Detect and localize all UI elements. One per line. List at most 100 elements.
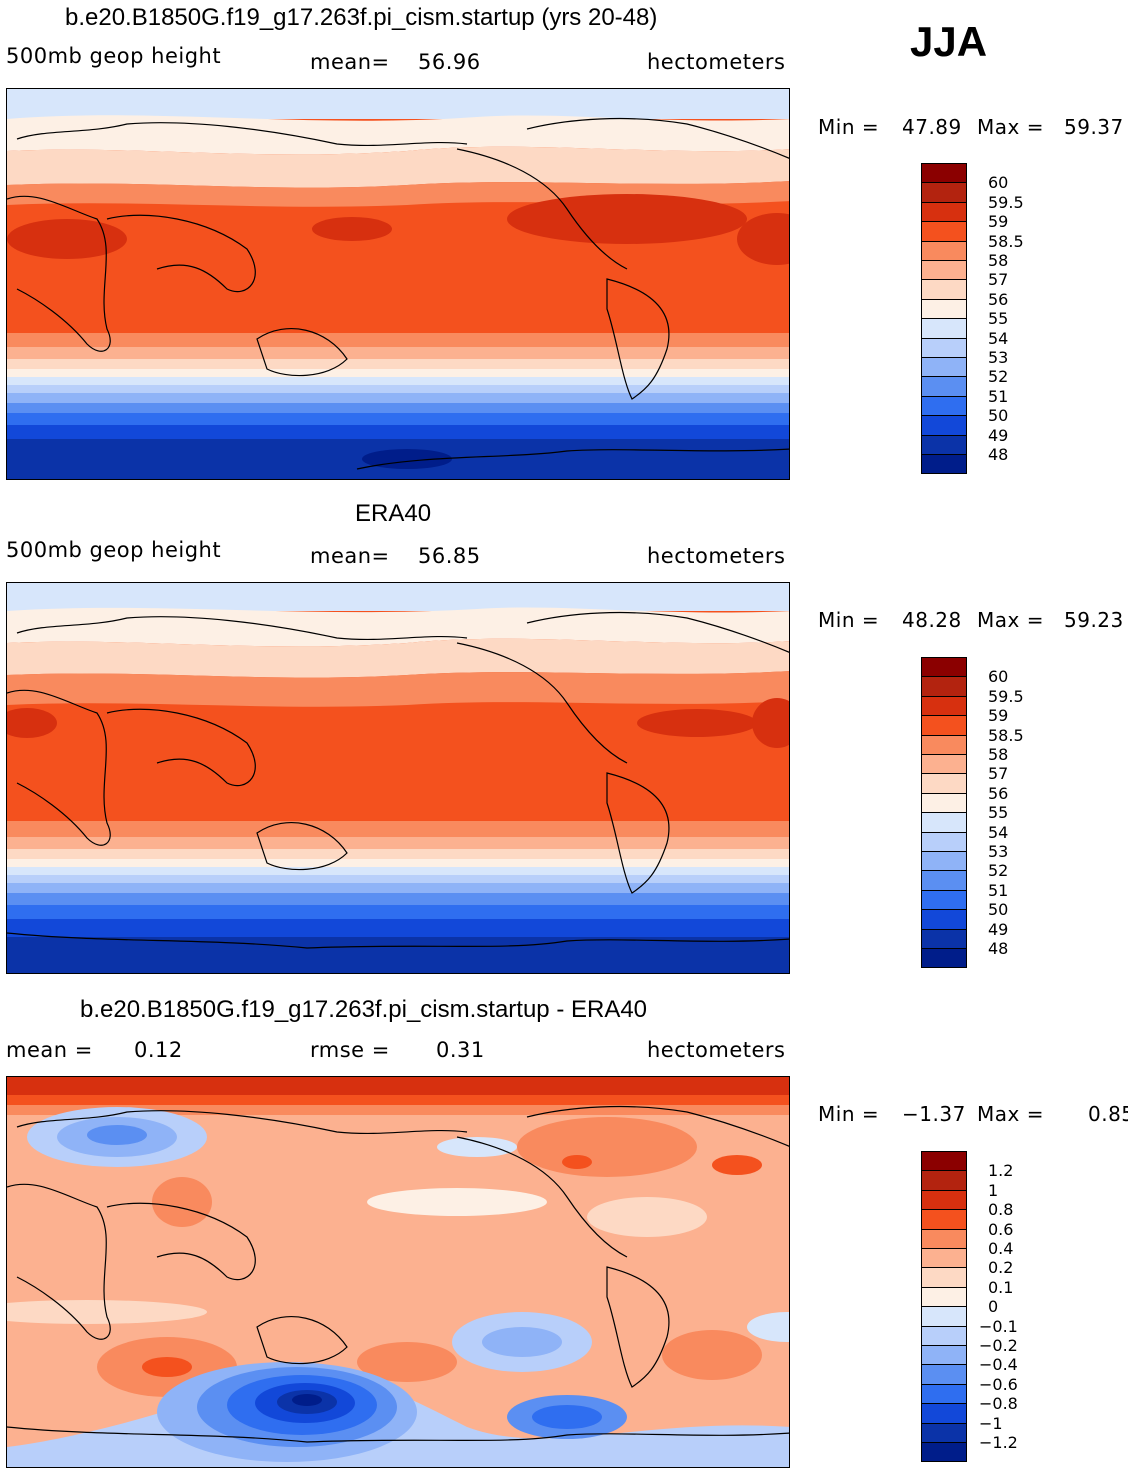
colorbar-box bbox=[921, 357, 967, 377]
colorbar-label: 58.5 bbox=[988, 231, 1024, 251]
colorbar-label: 55 bbox=[988, 803, 1009, 823]
colorbar-label: 55 bbox=[988, 309, 1009, 329]
colorbar-label: 54 bbox=[988, 822, 1009, 842]
colorbar-box bbox=[921, 1383, 967, 1404]
colorbar-box bbox=[921, 1209, 967, 1229]
colorbar-label: 57 bbox=[988, 764, 1009, 784]
colorbar-box bbox=[921, 657, 967, 677]
colorbar-label: −0.8 bbox=[979, 1394, 1018, 1414]
colorbar-box bbox=[921, 1151, 967, 1171]
colorbar-box bbox=[921, 928, 967, 948]
colorbar-box bbox=[921, 734, 967, 754]
panel-diff-title: b.e20.B1850G.f19_g17.263f.pi_cism.startu… bbox=[80, 996, 648, 1023]
colorbar-box bbox=[921, 395, 967, 416]
colorbar-label: −0.4 bbox=[979, 1355, 1018, 1375]
panel-obs-variable: 500mb geop height bbox=[6, 538, 222, 562]
panel-model-title: b.e20.B1850G.f19_g17.263f.pi_cism.startu… bbox=[65, 4, 658, 31]
panel-model-units: hectometers bbox=[647, 50, 786, 74]
panel-model-mean-value: 56.96 bbox=[418, 50, 481, 74]
colorbar-box bbox=[921, 1248, 967, 1268]
panel-diff-mean-label: mean = bbox=[6, 1038, 93, 1062]
colorbar-label: −1.2 bbox=[979, 1433, 1018, 1452]
colorbar-box bbox=[921, 948, 967, 969]
colorbar-label: 48 bbox=[988, 445, 1009, 464]
colorbar-label: 60 bbox=[988, 173, 1009, 193]
colorbar-box bbox=[921, 163, 967, 183]
colorbar-box bbox=[921, 201, 967, 222]
colorbar-box bbox=[921, 298, 967, 319]
colorbar-box bbox=[921, 1286, 967, 1307]
panel-diff-map bbox=[6, 1076, 790, 1468]
colorbar-label: 51 bbox=[988, 880, 1009, 900]
colorbar-box bbox=[921, 221, 967, 241]
colorbar-box bbox=[921, 279, 967, 299]
colorbar-label: 56 bbox=[988, 289, 1009, 309]
colorbar-box bbox=[921, 240, 967, 260]
panel-model-variable: 500mb geop height bbox=[6, 44, 222, 68]
colorbar-box bbox=[921, 1325, 967, 1345]
colorbar-box bbox=[921, 1189, 967, 1210]
colorbar-box bbox=[921, 909, 967, 929]
panel-model-mean-label: mean= bbox=[310, 50, 390, 74]
colorbar-label: −0.1 bbox=[979, 1316, 1018, 1336]
colorbar-box bbox=[921, 851, 967, 871]
colorbar-box bbox=[921, 1228, 967, 1248]
colorbar-box bbox=[921, 792, 967, 813]
colorbar-box bbox=[921, 870, 967, 890]
colorbar-box bbox=[921, 415, 967, 435]
colorbar-box bbox=[921, 889, 967, 910]
colorbar-label: 49 bbox=[988, 919, 1009, 939]
colorbar-box bbox=[921, 1267, 967, 1287]
panel-diff-rmse-label: rmse = bbox=[310, 1038, 390, 1062]
colorbar-label: 53 bbox=[988, 348, 1009, 367]
colorbar-label: 54 bbox=[988, 328, 1009, 348]
panel-diff-units: hectometers bbox=[647, 1038, 786, 1062]
colorbar-box bbox=[921, 318, 967, 338]
colorbar-box bbox=[921, 812, 967, 832]
panel-diff-min-label: Min = bbox=[818, 1102, 880, 1126]
panel-model-min-value: 47.89 bbox=[902, 115, 962, 139]
panel-model-max-value: 59.37 bbox=[1064, 115, 1124, 139]
colorbar-label: 59 bbox=[988, 212, 1009, 232]
colorbar-box bbox=[921, 1170, 967, 1190]
colorbar-box bbox=[921, 1403, 967, 1423]
panel-diff-mean-value: 0.12 bbox=[134, 1038, 183, 1062]
panel-obs-units: hectometers bbox=[647, 544, 786, 568]
colorbar-box bbox=[921, 1364, 967, 1384]
colorbar-box bbox=[921, 831, 967, 851]
panel-obs-min-value: 48.28 bbox=[902, 608, 962, 632]
colorbar-label: 57 bbox=[988, 270, 1009, 290]
colorbar-box bbox=[921, 434, 967, 454]
colorbar-label: 60 bbox=[988, 667, 1009, 687]
colorbar-label: 58.5 bbox=[988, 725, 1024, 745]
panel-diff-max-label: Max = bbox=[977, 1102, 1044, 1126]
colorbar-box bbox=[921, 676, 967, 696]
panel-model-max-label: Max = bbox=[977, 115, 1044, 139]
colorbar-label: 52 bbox=[988, 861, 1009, 881]
colorbar-box bbox=[921, 260, 967, 280]
season-label: JJA bbox=[910, 18, 988, 65]
panel-obs-mean-label: mean= bbox=[310, 544, 390, 568]
colorbar-box bbox=[921, 773, 967, 793]
colorbar-label: 48 bbox=[988, 939, 1009, 958]
panel-obs-max-label: Max = bbox=[977, 608, 1044, 632]
colorbar-label: 59.5 bbox=[988, 686, 1024, 706]
colorbar-label: 51 bbox=[988, 386, 1009, 406]
colorbar-label: 0 bbox=[988, 1297, 999, 1317]
panel-obs-max-value: 59.23 bbox=[1064, 608, 1124, 632]
panel-obs-mean-value: 56.85 bbox=[418, 544, 481, 568]
colorbar-label: 53 bbox=[988, 842, 1009, 861]
colorbar-label: −1 bbox=[979, 1413, 1003, 1433]
colorbar-box bbox=[921, 182, 967, 202]
colorbar-label: 49 bbox=[988, 425, 1009, 445]
colorbar-label: 0.2 bbox=[988, 1258, 1014, 1278]
colorbar-box bbox=[921, 454, 967, 475]
colorbar-label: 1.2 bbox=[988, 1161, 1014, 1181]
colorbar-label: 59 bbox=[988, 706, 1009, 726]
colorbar-label: 50 bbox=[988, 406, 1009, 426]
colorbar-label: 58 bbox=[988, 745, 1009, 764]
panel-model-min-label: Min = bbox=[818, 115, 880, 139]
colorbar-label: 50 bbox=[988, 900, 1009, 920]
colorbar-label: 0.8 bbox=[988, 1200, 1014, 1220]
colorbar-label: 0.6 bbox=[988, 1219, 1014, 1239]
